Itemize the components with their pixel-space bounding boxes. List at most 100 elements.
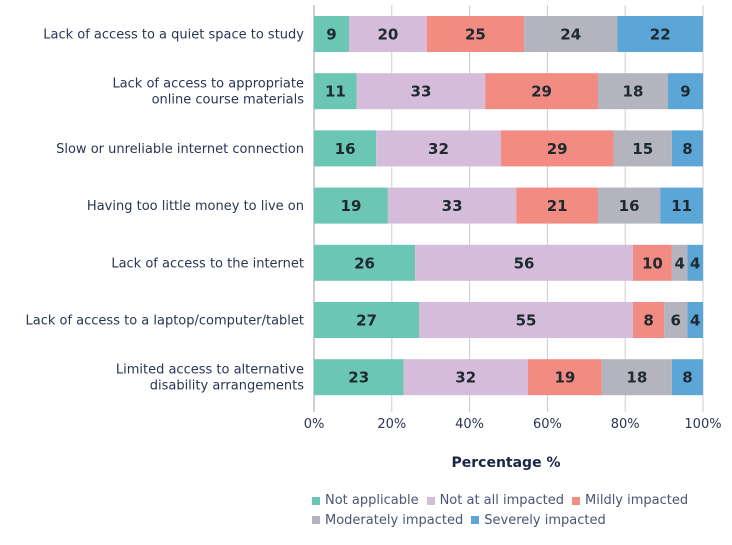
bar-segment: [617, 16, 703, 52]
bar-segment: [500, 130, 614, 167]
bar-segment: [314, 302, 420, 338]
bar-value-label: 23: [348, 369, 369, 387]
bar-segment: [314, 16, 350, 52]
x-tick-labels: 0% 20% 40% 60% 80% 100%: [304, 417, 722, 432]
bar-value-label: 4: [674, 254, 684, 272]
legend-swatch: [426, 496, 435, 505]
bar-value-label: 29: [547, 140, 568, 158]
bar-value-label: 20: [377, 26, 398, 44]
bar-value-label: 19: [554, 369, 575, 387]
legend-swatch: [471, 516, 480, 524]
x-tick-label: 40%: [455, 417, 484, 432]
bar-value-label: 25: [465, 26, 486, 44]
legend-label: Moderately impacted: [325, 512, 464, 528]
bar-value-label: 4: [690, 312, 700, 330]
bar-segment: [632, 302, 665, 338]
legend-swatch: [312, 496, 320, 505]
legend-item: Severely impacted: [471, 511, 606, 530]
bar-segment: [597, 187, 661, 224]
bar-segment: [314, 130, 377, 167]
bar-value-label: 11: [325, 83, 346, 101]
bar-value-label: 18: [626, 369, 647, 387]
legend-label: Not at all impacted: [439, 493, 564, 508]
category-label: Lack of access to appropriate: [112, 77, 304, 92]
bar-value-label: 19: [341, 197, 362, 215]
bar-segment: [415, 244, 633, 281]
bar-segment: [387, 187, 517, 224]
bar-segment: [597, 73, 668, 110]
bar-segment: [524, 16, 618, 52]
bar-segment: [419, 302, 633, 338]
x-tick-label: 60%: [533, 417, 562, 432]
bar-segment: [687, 244, 703, 281]
bar-value-label: 27: [356, 312, 377, 330]
legend-item: Not at all impacted: [426, 491, 564, 510]
legend-label: Mildly impacted: [585, 493, 689, 508]
bar-segment: [671, 130, 703, 167]
bar-segment: [671, 359, 703, 396]
bar-segment: [349, 16, 427, 52]
category-label: disability arrangements: [150, 379, 304, 394]
category-label: Lack of access to the internet: [111, 256, 304, 271]
bar-value-label: 16: [335, 140, 356, 158]
legend-item: Moderately impacted: [312, 511, 463, 530]
bar-value-label: 55: [516, 312, 537, 330]
x-tick-label: 80%: [611, 417, 640, 432]
x-tick-label: 20%: [377, 417, 406, 432]
bar-segment: [527, 359, 602, 396]
x-tick-label: 0%: [304, 417, 325, 432]
bar-value-label: 56: [514, 254, 535, 272]
legend-label: Not applicable: [325, 493, 419, 508]
bar-segment: [632, 244, 672, 281]
bar-value-label: 33: [442, 197, 463, 215]
bar-value-label: 8: [682, 140, 692, 158]
category-label: Having too little money to live on: [87, 199, 304, 214]
category-label: Lack of access to a quiet space to study: [43, 28, 304, 43]
bar-value-label: 32: [455, 369, 476, 387]
bar-value-label: 15: [632, 140, 653, 158]
bar-value-label: 6: [671, 312, 681, 330]
legend: Not applicable Not at all impacted Mildly …: [312, 491, 712, 530]
bar-segment: [516, 187, 598, 224]
bar-segment: [356, 73, 486, 110]
legend-item: Not applicable: [312, 491, 419, 510]
bar-value-label: 21: [547, 197, 568, 215]
bar-segment: [601, 359, 672, 396]
bar-segment: [376, 130, 501, 167]
bar-value-label: 9: [680, 83, 690, 101]
bar-value-label: 8: [643, 312, 653, 330]
legend-label: Severely impacted: [484, 512, 606, 528]
bar-value-label: 11: [671, 197, 692, 215]
category-labels: Lack of access to a quiet space to study…: [25, 28, 304, 394]
bar-segment: [664, 302, 688, 338]
bar-value-label: 32: [428, 140, 449, 158]
category-label: Lack of access to a laptop/computer/tabl…: [25, 314, 304, 329]
category-label: Slow or unreliable internet connection: [56, 142, 304, 157]
bar-value-label: 24: [560, 26, 581, 44]
bar-segment: [426, 16, 525, 52]
bar-value-label: 26: [354, 254, 375, 272]
bar-value-label: 16: [619, 197, 640, 215]
category-label: online course materials: [152, 93, 305, 108]
bar-value-label: 33: [411, 83, 432, 101]
bar-value-label: 9: [326, 26, 336, 44]
bar-segment: [403, 359, 528, 396]
bar-segment: [660, 187, 703, 224]
bars: 9 20 25 24 22 11 33 29 18 9 16 32 29 15 8 19 33 21 16 11 26 5…: [314, 16, 703, 396]
bar-segment: [671, 244, 688, 281]
legend-swatch: [312, 516, 320, 524]
bar-segment: [314, 359, 404, 396]
bar-segment: [687, 302, 703, 338]
bar-segment: [485, 73, 598, 110]
bar-value-label: 18: [623, 83, 644, 101]
bar-segment: [314, 73, 357, 110]
bar-value-label: 29: [531, 83, 552, 101]
x-tick-label: 100%: [684, 417, 721, 432]
bar-value-label: 8: [682, 369, 692, 387]
legend-item: Mildly impacted: [572, 491, 688, 510]
category-label: Limited access to alternative: [116, 363, 304, 378]
legend-swatch: [572, 496, 580, 505]
bar-value-label: 22: [650, 26, 671, 44]
bar-segment: [314, 187, 388, 224]
